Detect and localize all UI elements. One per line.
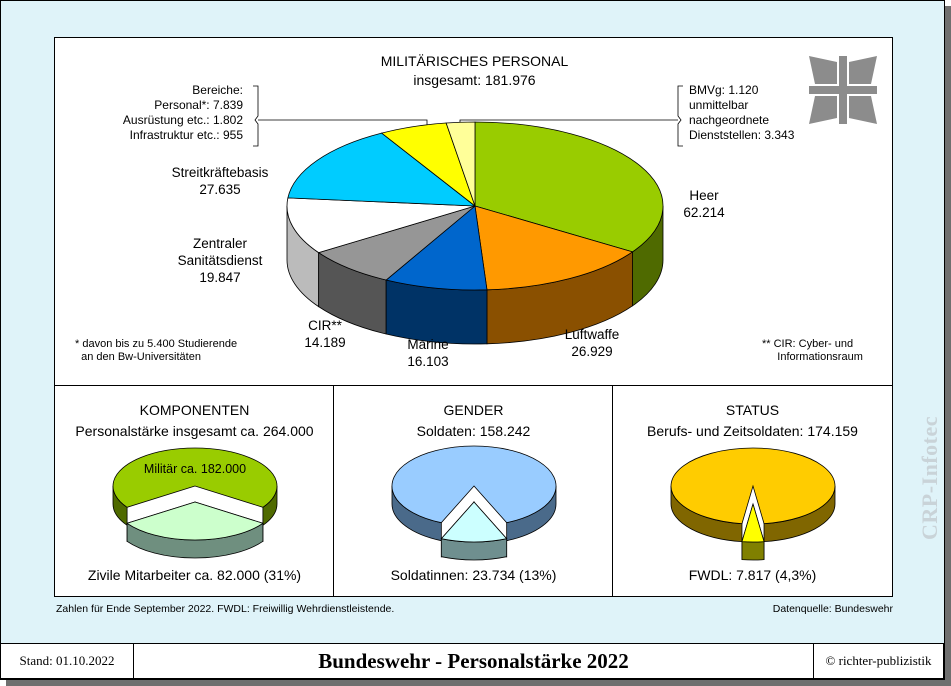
- label-heer: Heer 62.214: [683, 188, 725, 220]
- main-slice-1: [474, 205, 634, 291]
- komponenten-subtitle: Personalstärke insgesamt ca. 264.000: [75, 423, 314, 439]
- main-chart-subtitle: insgesamt: 181.976: [413, 72, 536, 88]
- footer-copyright: © richter-publizistik: [813, 643, 944, 679]
- main-pie-chart: [253, 56, 877, 345]
- komponenten-chart: KOMPONENTEN Personalstärke insgesamt ca.…: [55, 386, 334, 596]
- bereiche-note: Bereiche: Personal*: 7.839 Ausrüstung et…: [122, 83, 243, 142]
- gender-subtitle: Soldaten: 158.242: [416, 423, 531, 439]
- komponenten-slice-0: [126, 501, 264, 541]
- label-fwdl: FWDL: 7.817 (4,3%): [688, 567, 817, 583]
- status-subtitle: Berufs- und Zeitsoldaten: 174.159: [647, 423, 858, 439]
- komponenten-slice-1: [112, 447, 278, 508]
- footer-stand: Stand: 01.10.2022: [0, 643, 134, 679]
- gender-chart: GENDER Soldaten: 158.242 Soldatinnen: 23…: [334, 386, 613, 596]
- main-chart-title: MILITÄRISCHES PERSONAL: [380, 53, 569, 69]
- status-pie: [670, 447, 836, 561]
- note-datenquelle: Datenquelle: Bundeswehr: [772, 603, 893, 615]
- iron-cross-icon: [809, 56, 877, 124]
- label-cir: CIR** 14.189: [304, 318, 346, 350]
- status-chart: STATUS Berufs- und Zeitsoldaten: 174.159…: [613, 386, 892, 596]
- label-soldatinnen: Soldatinnen: 23.734 (13%): [390, 567, 557, 583]
- status-slice-0: [741, 502, 765, 543]
- gender-slice-0: [440, 501, 508, 543]
- bottom-charts-panel: KOMPONENTEN Personalstärke insgesamt ca.…: [54, 385, 893, 597]
- status-title: STATUS: [725, 402, 780, 418]
- status-slice-1: [670, 447, 836, 525]
- watermark-text: CRP-Infotec: [917, 415, 942, 540]
- label-luftwaffe: Luftwaffe 26.929: [564, 327, 620, 359]
- main-slice-2: [385, 205, 488, 291]
- main-slice-4: [286, 197, 476, 254]
- bmvg-note: BMVg: 1.120 unmittelbar nachgeordnete Di…: [689, 83, 795, 142]
- komponenten-title: KOMPONENTEN: [139, 402, 250, 418]
- bmvg-bracket: [677, 85, 683, 147]
- main-chart-panel: MILITÄRISCHES PERSONAL insgesamt: 181.97…: [54, 37, 893, 386]
- bereiche-bracket: [253, 85, 259, 147]
- main-slice-7: [445, 121, 476, 207]
- main-slice-3: [317, 205, 476, 281]
- bereiche-leader-line: [258, 119, 428, 126]
- label-zivile-mitarbeiter: Zivile Mitarbeiter ca. 82.000 (31%): [87, 567, 302, 583]
- gender-pie: [391, 445, 557, 561]
- footnote-studierende: * davon bis zu 5.400 Studierende an den …: [75, 338, 238, 363]
- status-slice-side-0: [741, 541, 765, 561]
- label-sanitaetsdienst: Zentraler Sanitätsdienst 19.847: [177, 236, 263, 285]
- gender-title: GENDER: [443, 402, 504, 418]
- note-zahlen: Zahlen für Ende September 2022. FWDL: Fr…: [56, 603, 395, 615]
- main-slice-5: [287, 132, 477, 207]
- footnote-cir: ** CIR: Cyber- und Informationsraum: [762, 338, 863, 363]
- komponenten-pie: [112, 447, 278, 559]
- gender-slice-1: [391, 445, 557, 524]
- label-marine: Marine 16.103: [407, 337, 449, 369]
- footer-title: Bundeswehr - Personalstärke 2022: [133, 643, 814, 679]
- label-streitkraeftebasis: Streitkräftebasis 27.635: [171, 165, 269, 197]
- label-militaer: Militär ca. 182.000: [143, 462, 247, 476]
